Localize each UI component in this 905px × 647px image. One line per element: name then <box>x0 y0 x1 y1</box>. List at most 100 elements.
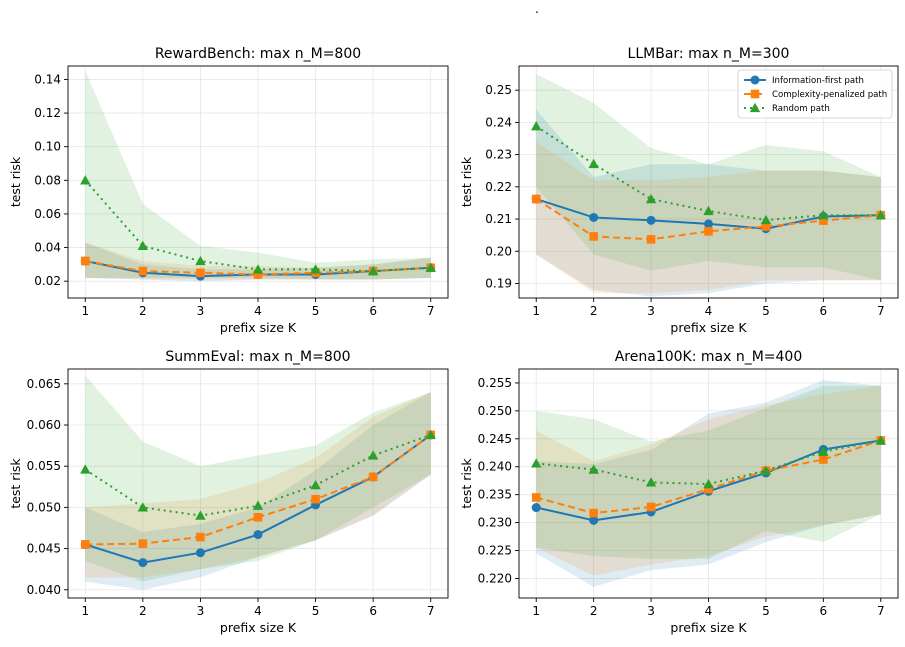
data-point-s3-4 <box>703 205 714 216</box>
data-point-s3-6 <box>367 450 379 460</box>
data-point-s2-3 <box>646 235 656 244</box>
chart-title: LLMBar: max n_M=300 <box>628 46 790 62</box>
y-tick-label: 0.225 <box>478 544 512 558</box>
y-tick-label: 0.08 <box>34 173 61 187</box>
x-axis-label: prefix size K <box>220 320 297 335</box>
x-tick-label: 7 <box>427 304 435 318</box>
x-tick-label: 3 <box>197 604 205 618</box>
data-point-s1-2 <box>589 212 599 222</box>
y-tick-label: 0.25 <box>485 83 512 97</box>
y-tick-label: 0.02 <box>34 274 61 288</box>
data-point-s2-3 <box>196 268 205 278</box>
x-tick-label: 1 <box>532 604 540 618</box>
x-axis-label: prefix size K <box>670 320 747 335</box>
band-3 <box>536 74 881 281</box>
data-point-s1-2 <box>589 515 599 525</box>
data-point-s3-7 <box>425 262 436 272</box>
data-point-s3-3 <box>195 510 206 520</box>
y-tick-label: 0.245 <box>478 432 512 446</box>
data-point-s3-5 <box>310 264 321 274</box>
data-point-s3-6 <box>818 446 829 456</box>
x-tick-label: 4 <box>254 304 262 318</box>
data-point-s3-2 <box>137 240 149 251</box>
band-3 <box>85 375 431 582</box>
x-tick-label: 5 <box>762 604 770 618</box>
chart-title: Arena100K: max n_M=400 <box>615 349 803 365</box>
y-tick-label: 0.230 <box>478 516 512 530</box>
data-point-s2-5 <box>311 494 320 504</box>
y-tick-label: 0.04 <box>34 241 61 255</box>
y-tick-label: 0.250 <box>478 404 512 418</box>
legend-box <box>737 69 893 119</box>
x-tick-label: 3 <box>197 304 205 318</box>
legend: Information-first path Complexity-penaliz… <box>737 69 893 119</box>
data-point-s2-4 <box>704 484 713 494</box>
data-point-s3-1 <box>80 464 91 474</box>
x-tick-label: 6 <box>369 604 377 618</box>
legend-marker-2 <box>750 89 760 99</box>
y-tick-label: 0.21 <box>485 212 512 226</box>
y-tick-label: 0.14 <box>34 72 61 86</box>
y-tick-label: 0.045 <box>27 542 61 556</box>
y-tick-label: 0.220 <box>478 571 512 585</box>
y-tick-label: 0.255 <box>478 376 512 390</box>
data-point-s1-3 <box>195 548 205 558</box>
x-tick-label: 2 <box>590 604 598 618</box>
y-tick-label: 0.22 <box>485 180 512 194</box>
band-1 <box>85 242 431 282</box>
y-tick-label: 0.055 <box>27 459 61 473</box>
chart-panel-1: 1 2 3 4 5 6 7 0.02 0.04 0.06 0.08 0.10 0.12 0.14 Rewar… <box>8 46 449 335</box>
chart-panel-4: 1 2 3 4 5 6 7 0.220 0.225 0.230 0.235 0.240 0.245 0.2… <box>459 349 899 635</box>
data-point-s3-1 <box>531 121 542 131</box>
data-point-s2-6 <box>368 472 378 482</box>
data-point-s2-2 <box>589 232 598 241</box>
y-tick-label: 0.240 <box>478 460 512 474</box>
x-tick-label: 2 <box>139 604 147 618</box>
data-point-s2-1 <box>80 540 90 549</box>
data-point-s2-2 <box>138 539 148 548</box>
x-tick-label: 5 <box>312 604 320 618</box>
data-point-s3-5 <box>760 214 772 225</box>
data-point-s3-4 <box>703 478 714 489</box>
data-point-s2-6 <box>819 216 828 225</box>
x-tick-label: 2 <box>139 304 147 318</box>
data-point-s3-5 <box>760 465 772 475</box>
data-point-s2-1 <box>531 493 541 502</box>
legend-marker-3 <box>749 102 761 113</box>
data-point-s3-6 <box>818 209 829 220</box>
y-tick-label: 0.23 <box>485 148 512 162</box>
data-point-s3-4 <box>252 500 264 510</box>
y-tick-label: 0.050 <box>27 500 61 514</box>
data-point-s3-2 <box>588 464 599 474</box>
data-point-s3-3 <box>645 193 657 204</box>
x-tick-label: 6 <box>820 304 828 318</box>
data-point-s3-7 <box>425 429 436 440</box>
x-tick-label: 4 <box>705 304 713 318</box>
data-point-s1-4 <box>253 530 263 540</box>
data-point-s2-1 <box>80 256 90 266</box>
y-axis-label: test risk <box>459 458 474 509</box>
band-2 <box>85 392 431 578</box>
data-point-s2-6 <box>819 455 828 464</box>
y-tick-label: 0.065 <box>27 377 61 391</box>
chart-panel-3: 1 2 3 4 5 6 7 0.040 0.045 0.050 0.055 0.060 0.065 Sum… <box>8 349 449 635</box>
y-tick-label: 0.24 <box>485 115 512 129</box>
data-point-s2-4 <box>704 227 713 236</box>
data-point-s2-3 <box>196 532 205 542</box>
data-point-s3-3 <box>195 255 206 266</box>
x-tick-label: 6 <box>369 304 377 318</box>
data-point-s3-6 <box>367 265 379 276</box>
data-point-s3-2 <box>588 158 599 169</box>
band-1 <box>85 392 431 590</box>
y-tick-label: 0.235 <box>478 488 512 502</box>
data-point-s3-7 <box>875 209 886 220</box>
chart-title: RewardBench: max n_M=800 <box>155 46 361 62</box>
x-tick-label: 6 <box>820 604 828 618</box>
x-tick-label: 1 <box>81 604 89 618</box>
x-tick-label: 7 <box>427 604 435 618</box>
y-tick-label: 0.06 <box>34 207 61 221</box>
data-point-s3-1 <box>531 458 542 468</box>
band-2 <box>85 242 431 280</box>
x-tick-label: 3 <box>647 304 655 318</box>
data-point-s2-1 <box>531 194 541 204</box>
